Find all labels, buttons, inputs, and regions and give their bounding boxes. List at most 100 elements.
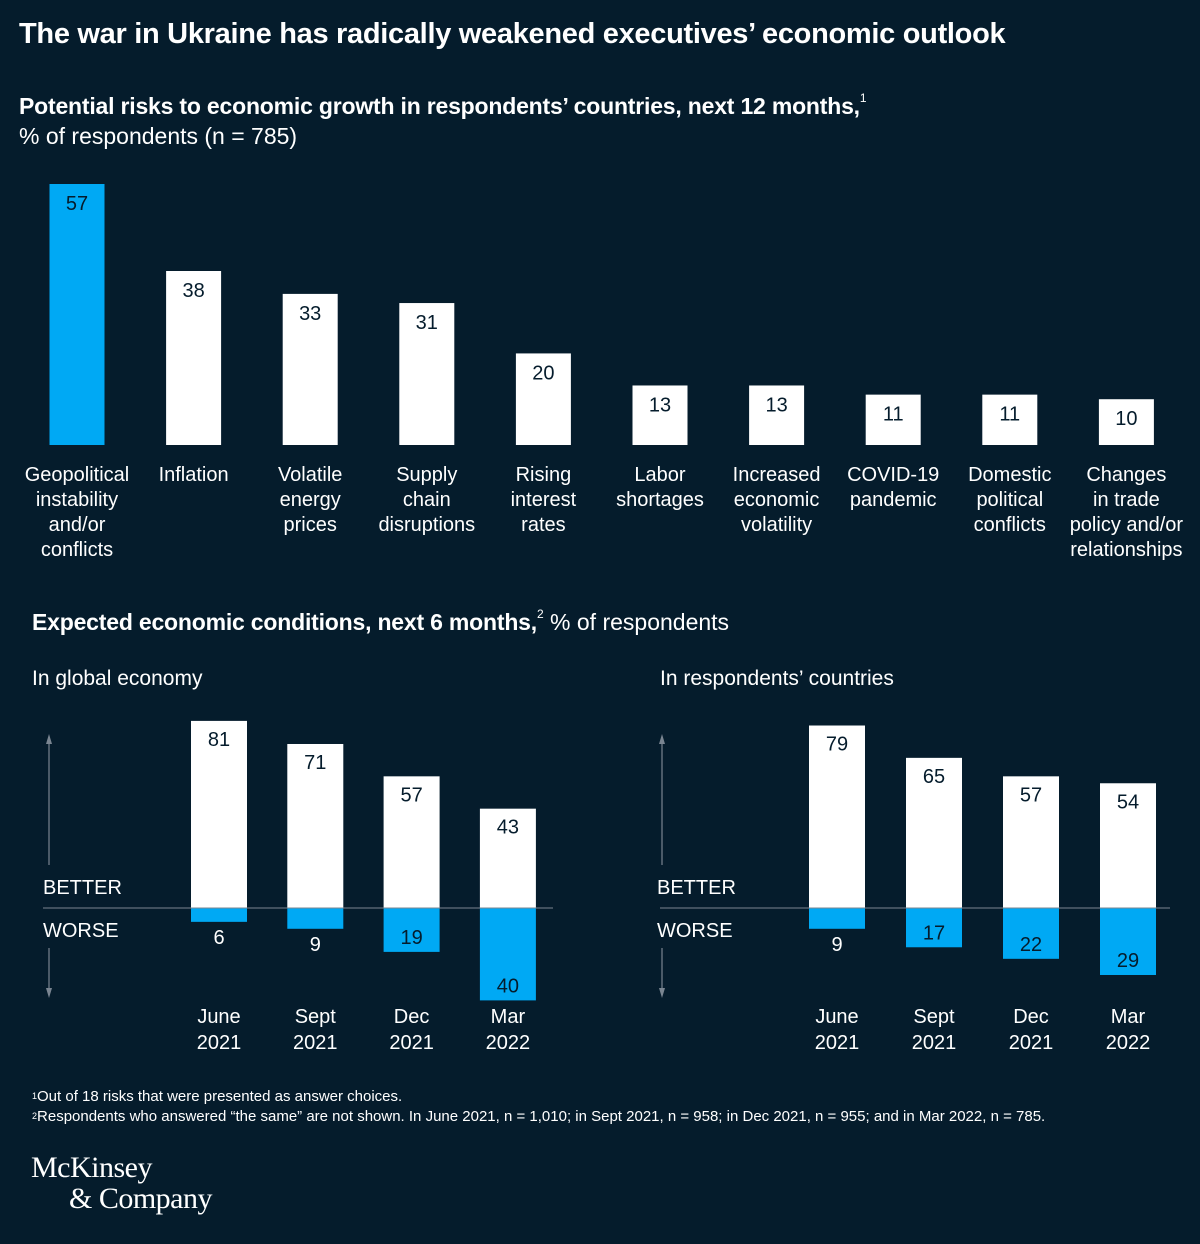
- bar-3: [399, 303, 455, 445]
- better-bar-1: [287, 743, 344, 908]
- period-label-2-line-1: 2021: [1009, 1032, 1054, 1054]
- bar-value-label-6: 13: [765, 394, 787, 416]
- category-label-4-line-2: rates: [521, 514, 565, 536]
- better-value-label-0: 79: [826, 734, 848, 756]
- better-value-label-1: 65: [923, 766, 945, 788]
- worse-bar-1: [906, 908, 962, 948]
- global-economy-chart: BETTER WORSE 81 6 June 2021 71 9 Sept 2021 57 19 Dec…: [43, 720, 553, 1054]
- bar-value-label-5: 13: [649, 394, 671, 416]
- bar-1: [166, 271, 222, 445]
- category-label-6-line-0: Increased: [733, 464, 821, 486]
- chart2-section-title: Expected economic conditions, next 6 mon…: [32, 607, 729, 636]
- chart1-title-text: Potential risks to economic growth in re…: [19, 93, 860, 119]
- worse-label: WORSE: [657, 920, 733, 942]
- arrow-up-icon: [46, 734, 52, 744]
- better-bar-1: [906, 757, 962, 908]
- category-label-2-line-2: prices: [284, 514, 337, 536]
- page-title: The war in Ukraine has radically weakene…: [19, 18, 1006, 50]
- bar-4: [515, 353, 571, 445]
- period-label-1-line-0: Sept: [295, 1006, 337, 1028]
- category-label-9-line-2: policy and/or: [1070, 514, 1184, 536]
- better-value-label-0: 81: [208, 729, 230, 751]
- category-label-9-line-3: relationships: [1070, 539, 1182, 561]
- worse-value-label-2: 22: [1020, 934, 1042, 956]
- category-label-0-line-3: conflicts: [41, 539, 113, 561]
- period-label-1-line-1: 2021: [912, 1032, 957, 1054]
- worse-bar-1: [287, 908, 344, 929]
- logo-line-1: McKinsey: [31, 1151, 152, 1184]
- better-value-label-2: 57: [400, 784, 422, 806]
- better-bar-0: [191, 720, 247, 908]
- category-label-0-line-1: instability: [36, 489, 118, 511]
- bar-0: [49, 184, 105, 445]
- bar-value-label-9: 10: [1115, 408, 1137, 430]
- category-label-8-line-1: political: [976, 489, 1043, 511]
- category-label-6-line-2: volatility: [741, 514, 812, 536]
- category-label-3-line-1: chain: [403, 489, 451, 511]
- category-label-2-line-1: energy: [280, 489, 341, 511]
- footnote-2-text: Respondents who answered “the same” are …: [37, 1108, 1046, 1125]
- category-label-9-line-0: Changes: [1086, 464, 1166, 486]
- worse-bar-0: [191, 908, 247, 922]
- worse-value-label-1: 9: [310, 934, 321, 956]
- better-bar-3: [1100, 783, 1156, 908]
- bar-value-label-3: 31: [416, 312, 438, 334]
- bar-9: [1098, 399, 1154, 445]
- chart1-subtitle: % of respondents (n = 785): [19, 123, 298, 149]
- worse-value-label-3: 29: [1117, 950, 1139, 972]
- footnote-marker: 2: [536, 607, 544, 621]
- better-bar-2: [383, 776, 440, 908]
- risks-bar-chart: 57 Geopolitical instability and/or conflicts…: [25, 184, 1184, 561]
- bar-value-label-4: 20: [532, 362, 554, 384]
- category-label-9-line-1: in trade: [1093, 489, 1160, 511]
- worse-bar-0: [809, 908, 865, 929]
- bar-value-label-1: 38: [182, 280, 204, 302]
- category-label-5-line-0: Labor: [634, 464, 685, 486]
- footnote-1: 1Out of 18 risks that were presented as …: [32, 1087, 1045, 1107]
- category-label-5-line-1: shortages: [616, 489, 704, 511]
- respondents-countries-chart: BETTER WORSE 79 9 June 2021 65 17 Sept 2021 57 22 De…: [657, 725, 1170, 1054]
- arrow-down-icon: [659, 988, 665, 998]
- category-label-8-line-2: conflicts: [974, 514, 1046, 536]
- period-label-3-line-1: 2022: [1106, 1032, 1151, 1054]
- period-label-0-line-0: June: [197, 1006, 240, 1028]
- footnote-1-text: Out of 18 risks that were presented as a…: [37, 1088, 403, 1105]
- worse-value-label-2: 19: [400, 927, 422, 949]
- worse-bar-3: [1100, 908, 1156, 975]
- period-label-0-line-0: June: [815, 1006, 858, 1028]
- period-label-2-line-0: Dec: [1013, 1006, 1049, 1028]
- period-label-3-line-0: Mar: [491, 1006, 526, 1028]
- worse-value-label-0: 9: [831, 934, 842, 956]
- period-label-0-line-1: 2021: [815, 1032, 860, 1054]
- bar-value-label-2: 33: [299, 303, 321, 325]
- respondents-countries-panel-title: In respondents’ countries: [660, 667, 894, 690]
- category-label-3-line-0: Supply: [396, 464, 457, 486]
- period-label-2-line-1: 2021: [389, 1032, 434, 1054]
- better-label: BETTER: [43, 877, 122, 899]
- better-label: BETTER: [657, 877, 736, 899]
- period-label-2-line-0: Dec: [394, 1006, 430, 1028]
- category-label-0-line-2: and/or: [49, 514, 106, 536]
- category-label-2-line-0: Volatile: [278, 464, 343, 486]
- worse-bar-2: [1003, 908, 1059, 959]
- category-label-1-line-0: Inflation: [159, 464, 229, 486]
- period-label-0-line-1: 2021: [197, 1032, 242, 1054]
- footnotes: 1Out of 18 risks that were presented as …: [32, 1087, 1045, 1127]
- worse-value-label-0: 6: [213, 927, 224, 949]
- category-label-3-line-2: disruptions: [378, 514, 475, 536]
- better-value-label-2: 57: [1020, 784, 1042, 806]
- better-value-label-3: 54: [1117, 791, 1139, 813]
- worse-bar-2: [383, 908, 440, 952]
- chart1-title: Potential risks to economic growth in re…: [19, 91, 867, 120]
- period-label-3-line-1: 2022: [486, 1032, 531, 1054]
- bar-2: [282, 293, 338, 445]
- better-bar-0: [809, 725, 865, 908]
- arrow-up-icon: [659, 734, 665, 744]
- period-label-3-line-0: Mar: [1111, 1006, 1146, 1028]
- category-label-7-line-1: pandemic: [850, 489, 937, 511]
- bar-5: [632, 385, 688, 445]
- footnote-1-mark: 1: [32, 1091, 38, 1101]
- footnote-2-mark: 2: [32, 1111, 38, 1121]
- worse-bar-3: [479, 908, 536, 1001]
- bar-value-label-8: 11: [999, 404, 1020, 426]
